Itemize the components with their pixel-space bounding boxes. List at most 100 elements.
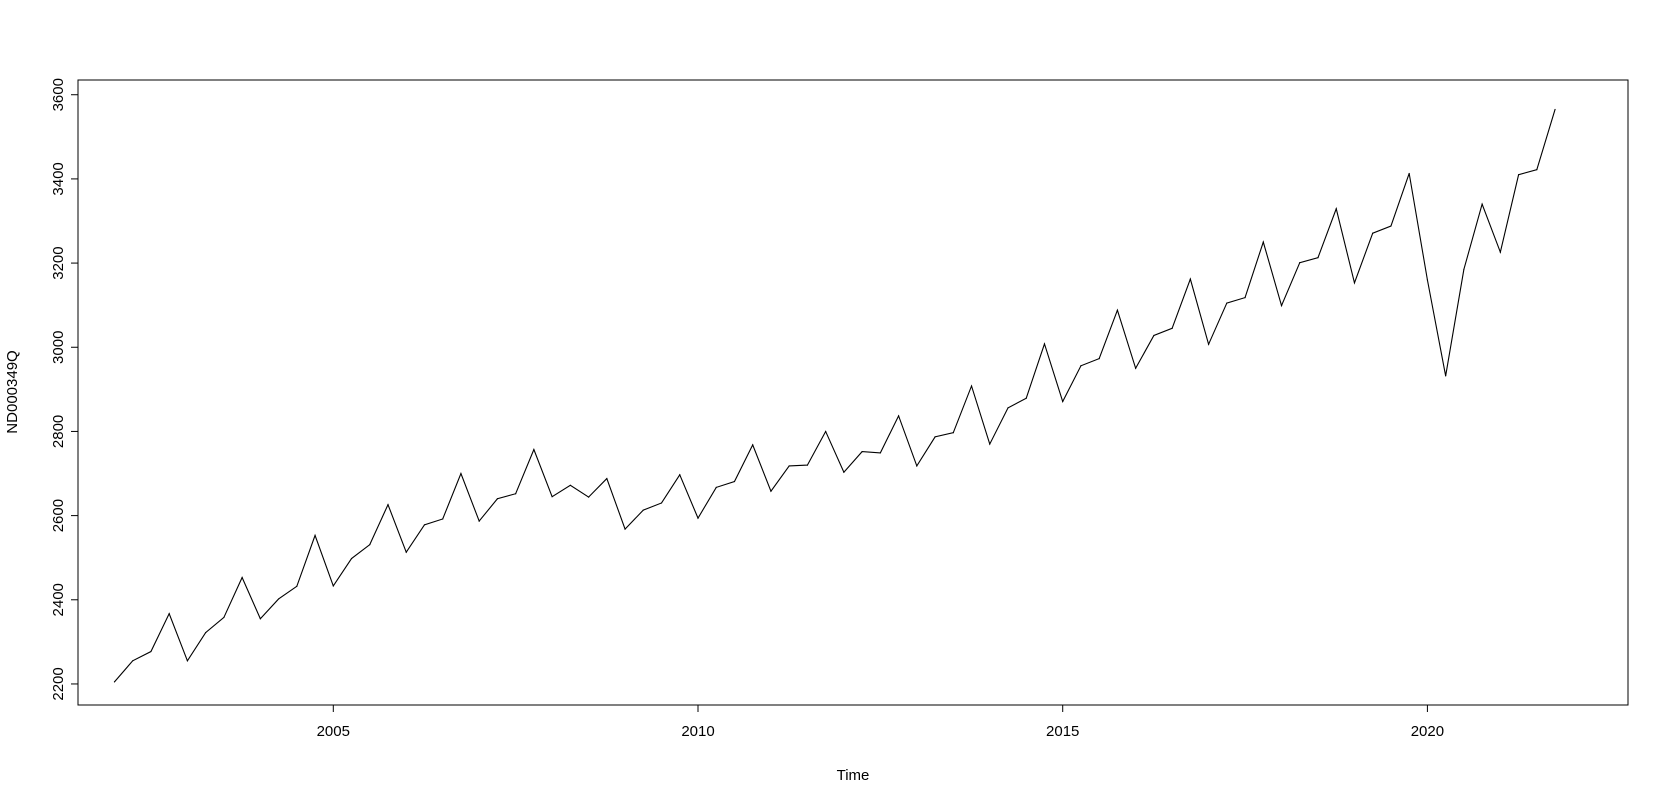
data-point [387,504,389,506]
data-point [113,681,116,683]
data-point [1317,257,1319,259]
data-point [1372,232,1374,234]
data-point [1025,397,1027,399]
data-point [1043,343,1046,345]
x-axis-title: Time [837,767,870,784]
data-point [587,496,590,498]
data-point [1335,208,1337,210]
data-point [423,524,426,526]
data-point [1207,343,1210,345]
data-point [405,551,407,553]
data-point [1098,358,1100,360]
data-point [952,432,954,434]
data-point [715,486,717,489]
data-point [1517,174,1520,176]
data-point [1007,407,1009,409]
data-point [897,415,900,417]
x-tick-label: 2005 [317,723,350,740]
data-point [1226,302,1228,304]
data-point [132,660,134,662]
data-point [515,493,517,495]
data-point [205,632,207,634]
series-line [114,109,1556,683]
y-tick-label: 2600 [50,499,67,532]
data-point [569,484,571,486]
data-point [624,528,626,530]
data-point [150,650,152,653]
x-tick-label: 2020 [1411,723,1444,740]
data-point [533,448,535,451]
y-tick-label: 3000 [50,331,67,364]
data-point [752,444,754,446]
data-point [1299,262,1301,264]
data-point [843,471,845,473]
data-point [806,464,809,466]
y-tick-label: 2400 [50,583,67,616]
plot-frame [77,79,1629,706]
data-point [989,443,991,445]
data-point [1353,282,1356,284]
data-point [1481,203,1483,205]
data-point [733,480,736,483]
data-point [825,430,827,433]
data-point [496,498,499,500]
y-tick-label: 3600 [50,78,67,111]
data-point [314,534,316,536]
data-point [861,451,863,453]
data-point [551,496,553,498]
data-point [1408,172,1410,175]
data-point [934,436,936,438]
data-point [1262,241,1264,243]
data-point [241,576,243,579]
data-point [970,385,973,387]
data-point [223,616,225,619]
data-point [1554,108,1556,111]
data-point [679,474,681,476]
data-point [442,518,444,520]
data-point [606,477,608,480]
data-point [277,598,280,600]
data-points [113,108,1556,683]
data-point [186,660,189,662]
data-point [332,585,334,587]
y-tick-label: 2200 [50,667,67,700]
data-point [1062,400,1064,403]
x-axis: 2005 2010 2015 2020 [317,705,1444,740]
data-point [168,613,170,615]
data-point [350,557,353,560]
data-point [879,452,881,454]
data-point [1153,334,1155,337]
y-axis-title: ND000349Q [4,350,21,433]
data-point [1280,304,1283,307]
data-point [1244,296,1246,299]
y-tick-label: 3200 [50,246,67,279]
y-tick-label: 3400 [50,162,67,195]
data-point [1445,375,1447,377]
data-point [1390,225,1392,227]
data-point [1426,279,1429,281]
data-point [1499,251,1501,253]
data-point [460,472,462,475]
data-point [1189,278,1191,280]
data-point [1463,268,1465,270]
data-point [1116,309,1119,311]
data-point [697,517,699,519]
data-point [1171,327,1173,329]
data-point [369,544,371,546]
data-point [259,618,261,620]
x-tick-label: 2010 [681,723,714,740]
data-point [1536,169,1538,171]
data-point [660,502,663,504]
y-axis: 2200 2400 2600 2800 3000 3200 3400 3600 [50,78,78,701]
data-point [916,465,918,467]
x-tick-label: 2015 [1046,723,1079,740]
data-point [478,520,480,522]
data-point [296,585,298,587]
data-point [1135,367,1137,369]
data-point [642,509,644,511]
data-point [1080,365,1082,367]
data-point [770,490,772,492]
data-point [788,465,790,467]
y-tick-label: 2800 [50,415,67,448]
